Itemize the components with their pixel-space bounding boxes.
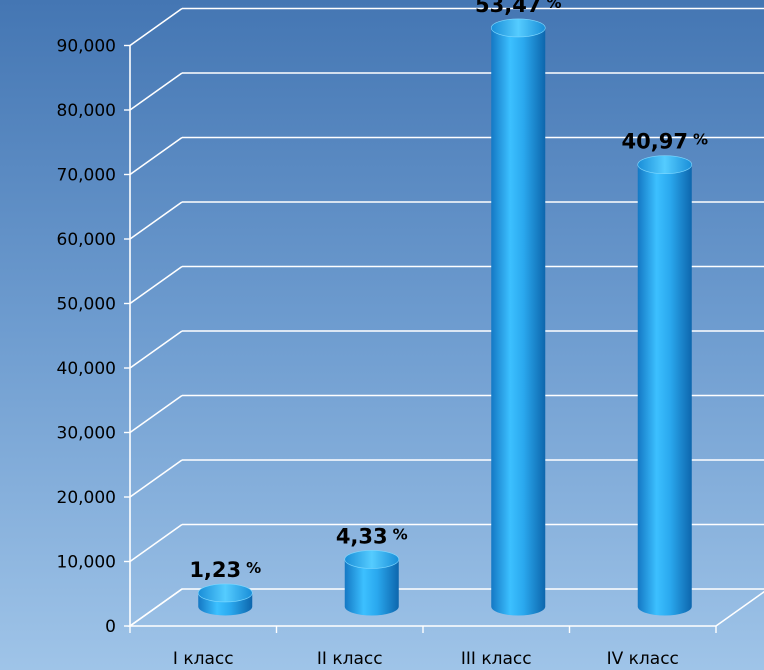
y-tick-labels: 0 10,000 20,000 30,000 40,000 50,000 60,000 70,… (57, 37, 116, 638)
data-label-unit: % (246, 559, 261, 577)
data-label-value: 40,97 (622, 130, 688, 154)
gridline-side (129, 394, 183, 434)
data-label-value: 53,47 (475, 0, 541, 17)
data-label: 40,97% (622, 130, 708, 154)
x-tick-label: IV класс (607, 649, 679, 669)
data-label-unit: % (693, 131, 708, 149)
gridline-side (129, 523, 183, 563)
data-label-value: 1,23 (189, 558, 241, 582)
bar-top (197, 583, 253, 603)
bars (197, 18, 693, 616)
floor (127, 588, 764, 627)
data-label-unit: % (393, 525, 408, 543)
y-tick-label: 80,000 (57, 101, 116, 121)
y-tick-label: 30,000 (57, 424, 116, 444)
data-label: 4,33% (336, 524, 408, 548)
y-tick-label: 20,000 (57, 488, 116, 508)
bar-top (344, 550, 400, 569)
gridline-side (129, 136, 183, 176)
bar (197, 583, 253, 616)
gridline-side (129, 459, 183, 498)
bar (637, 155, 693, 616)
y-tick-label: 40,000 (57, 359, 116, 379)
gridline-side (129, 7, 183, 47)
data-label: 1,23% (189, 558, 261, 582)
x-tick-label: II класс (317, 649, 383, 669)
x-tick-labels: I класс II класс III класс IV класс (173, 649, 679, 669)
gridline-side (129, 330, 183, 369)
y-tick-label: 90,000 (57, 37, 116, 57)
gridline-side (129, 72, 183, 111)
bar-body (491, 27, 546, 616)
bar-top (637, 155, 693, 174)
data-label-value: 4,33 (336, 524, 388, 548)
y-tick-label: 50,000 (57, 295, 116, 315)
bar-top (490, 18, 546, 38)
y-tick-label: 70,000 (57, 166, 116, 186)
data-label: 53,47% (475, 0, 561, 17)
y-tick-label: 10,000 (57, 553, 116, 573)
x-tick-label: III класс (461, 649, 532, 669)
bar-body (637, 164, 692, 616)
bar (490, 18, 546, 616)
axes (124, 44, 764, 633)
bar-body (344, 559, 399, 616)
gridline-side (129, 265, 183, 305)
x-tick-label: I класс (173, 649, 234, 669)
y-tick-label: 60,000 (57, 230, 116, 250)
bar (344, 550, 400, 616)
y-tick-label: 0 (105, 617, 116, 637)
gridline-side (129, 201, 183, 240)
data-labels: 1,23 %4,33 %53,47 %40,97% (189, 0, 708, 582)
data-label-unit: % (546, 0, 561, 12)
